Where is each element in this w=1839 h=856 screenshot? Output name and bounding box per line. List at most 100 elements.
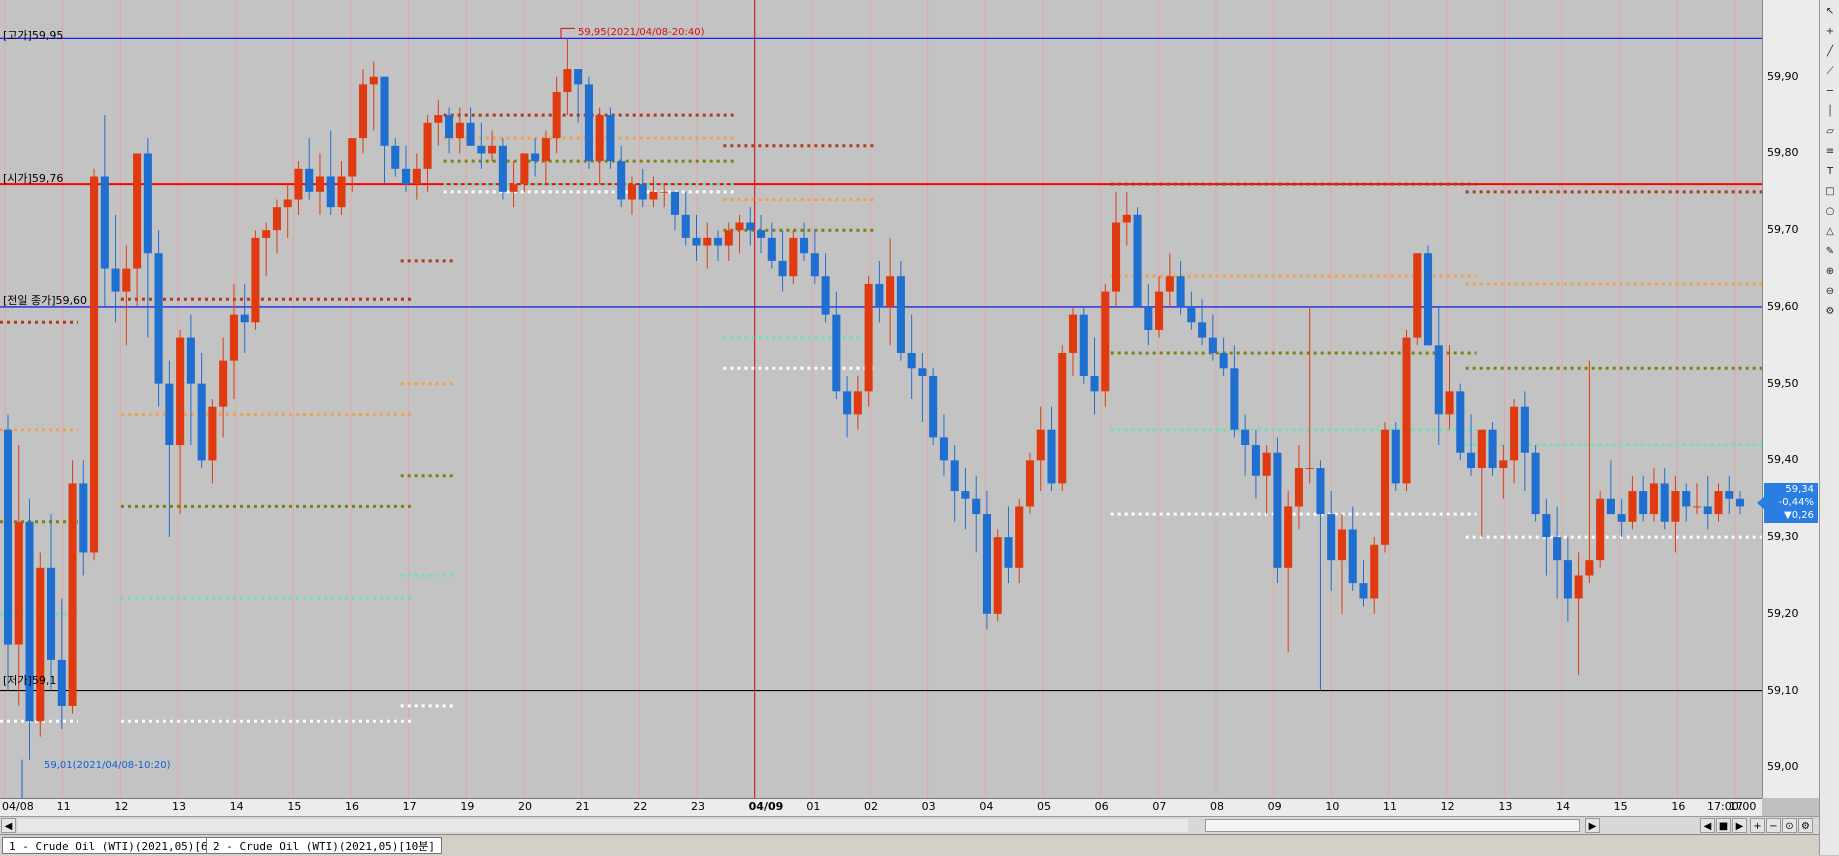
price-tick-label: 59,00 [1767,760,1799,774]
candle-body [423,122,432,169]
candle-body [1563,560,1572,599]
time-axis[interactable]: 04/08 11 12 13 14 15 16 17 19 20 21 22 23 04/09 01 02 03… [0,798,1762,817]
candle-body [305,168,314,192]
price-axis[interactable]: 59,00 59,10 59,20 59,30 59,40 59,50 59,60 59,70… [1762,0,1819,798]
settings-icon[interactable]: ⚙ [1825,306,1835,317]
candle-body [1391,429,1400,484]
candle-body [36,567,45,722]
zoom-out-icon[interactable]: ⊖ [1825,286,1835,297]
candle-body [46,567,56,660]
candle-body [358,84,368,139]
prev-icon[interactable]: ◀ [1700,818,1715,833]
candle-body [1520,406,1529,453]
candle-body [789,237,798,277]
candle-body [1112,222,1121,292]
pen-icon[interactable]: ✎ [1825,246,1835,257]
tab-10min[interactable]: 2 - Crude Oil (WTI)(2021,05)[10분] [206,837,443,854]
horizontal-line-icon[interactable]: ─ [1826,86,1834,97]
price-tick-label: 59,60 [1767,299,1799,313]
scroll-right-icon[interactable]: ▶ [1585,818,1600,833]
candle-body [57,659,66,706]
zoom-in-icon[interactable]: + [1750,818,1765,833]
candle-body [950,460,959,492]
rectangle-icon[interactable]: □ [1825,186,1835,197]
candle-body [1230,368,1239,430]
candle-body [1606,498,1615,515]
time-tick-label: 07 [1152,800,1167,813]
candle-body [369,76,378,85]
zoom-reset-icon[interactable]: ⊙ [1782,818,1797,833]
candle-body [563,69,572,93]
tab-60min[interactable]: 1 - Crude Oil (WTI)(2021,05)[60분] [2,837,239,854]
candle-body [1531,452,1540,515]
candle-body [939,437,948,461]
candle-body [1499,460,1508,469]
channel-icon[interactable]: ▱ [1826,126,1834,137]
scroll-thumb[interactable] [1205,819,1580,832]
candle-body [1359,583,1368,599]
candle-body [1413,253,1422,338]
candle-body [294,168,303,200]
scroll-left-icon[interactable]: ◀ [1,818,16,833]
candle-body [272,207,281,231]
candle-body [1348,529,1357,584]
candle-body [531,153,540,162]
candle-body [584,84,593,162]
candle-body [1649,483,1658,515]
fibonacci-icon[interactable]: ≡ [1825,146,1835,157]
time-tick-label: 15 [287,800,302,813]
zoom-in-icon[interactable]: ⊕ [1825,266,1835,277]
cursor-icon[interactable]: ↖ [1825,6,1835,17]
candle-body [1434,345,1443,415]
scroll-bar[interactable]: ◀ ▶ ◀ ■ ▶ + − ⊙ ⚙ [0,816,1819,835]
line-icon[interactable]: ╱ [1826,46,1834,57]
chart-plot-area[interactable] [0,0,1762,798]
candle-body [1596,498,1605,561]
candle-body [1047,429,1056,484]
candle-body [412,168,421,185]
candle-body [735,222,744,231]
text-icon[interactable]: T [1826,166,1834,177]
vertical-line-icon[interactable]: │ [1826,106,1834,117]
candle-body [1337,529,1346,561]
candle-body [165,383,174,446]
scroll-track[interactable] [18,819,1188,832]
candle-body [896,276,905,353]
candle-body [380,76,389,146]
candle-body [1735,498,1745,507]
candle-body [778,260,787,277]
current-price: 59,34 [1785,484,1814,495]
price-tick-label: 59,90 [1767,69,1799,83]
candle-body [186,337,195,384]
candle-body [326,176,335,208]
ref-label-low: [저가]59,1 [3,674,57,687]
candle-body [1456,391,1465,453]
triangle-icon[interactable]: △ [1826,226,1834,237]
time-tick-label: 14 [1556,800,1570,813]
candle-body [864,283,873,392]
next-icon[interactable]: ▶ [1732,818,1747,833]
zoom-out-icon[interactable]: − [1766,818,1781,833]
time-tick-label: 19 [460,800,475,813]
candle-body [595,115,604,162]
candle-body [1144,306,1153,330]
time-tick-label: 04/08 [2,800,34,813]
low-leader-line [21,759,23,798]
trend-icon[interactable]: ⟋ [1826,66,1834,77]
time-tick-label: 02 [864,800,878,813]
circle-icon[interactable]: ○ [1825,206,1835,217]
time-tick-label: 17 [402,800,417,813]
candle-body [445,115,454,139]
candlestick-chart[interactable] [0,0,1762,798]
candle-body [509,184,518,192]
price-tick-label: 59,50 [1767,376,1799,390]
candle-body [1036,429,1045,461]
candle-body [1294,468,1303,507]
options-icon[interactable]: ⚙ [1798,818,1813,833]
crosshair-icon[interactable]: + [1825,26,1835,37]
candle-body [1133,214,1142,307]
stop-icon[interactable]: ■ [1716,818,1731,833]
candle-body [821,276,830,315]
candle-body [477,145,486,154]
candle-body [315,176,325,192]
